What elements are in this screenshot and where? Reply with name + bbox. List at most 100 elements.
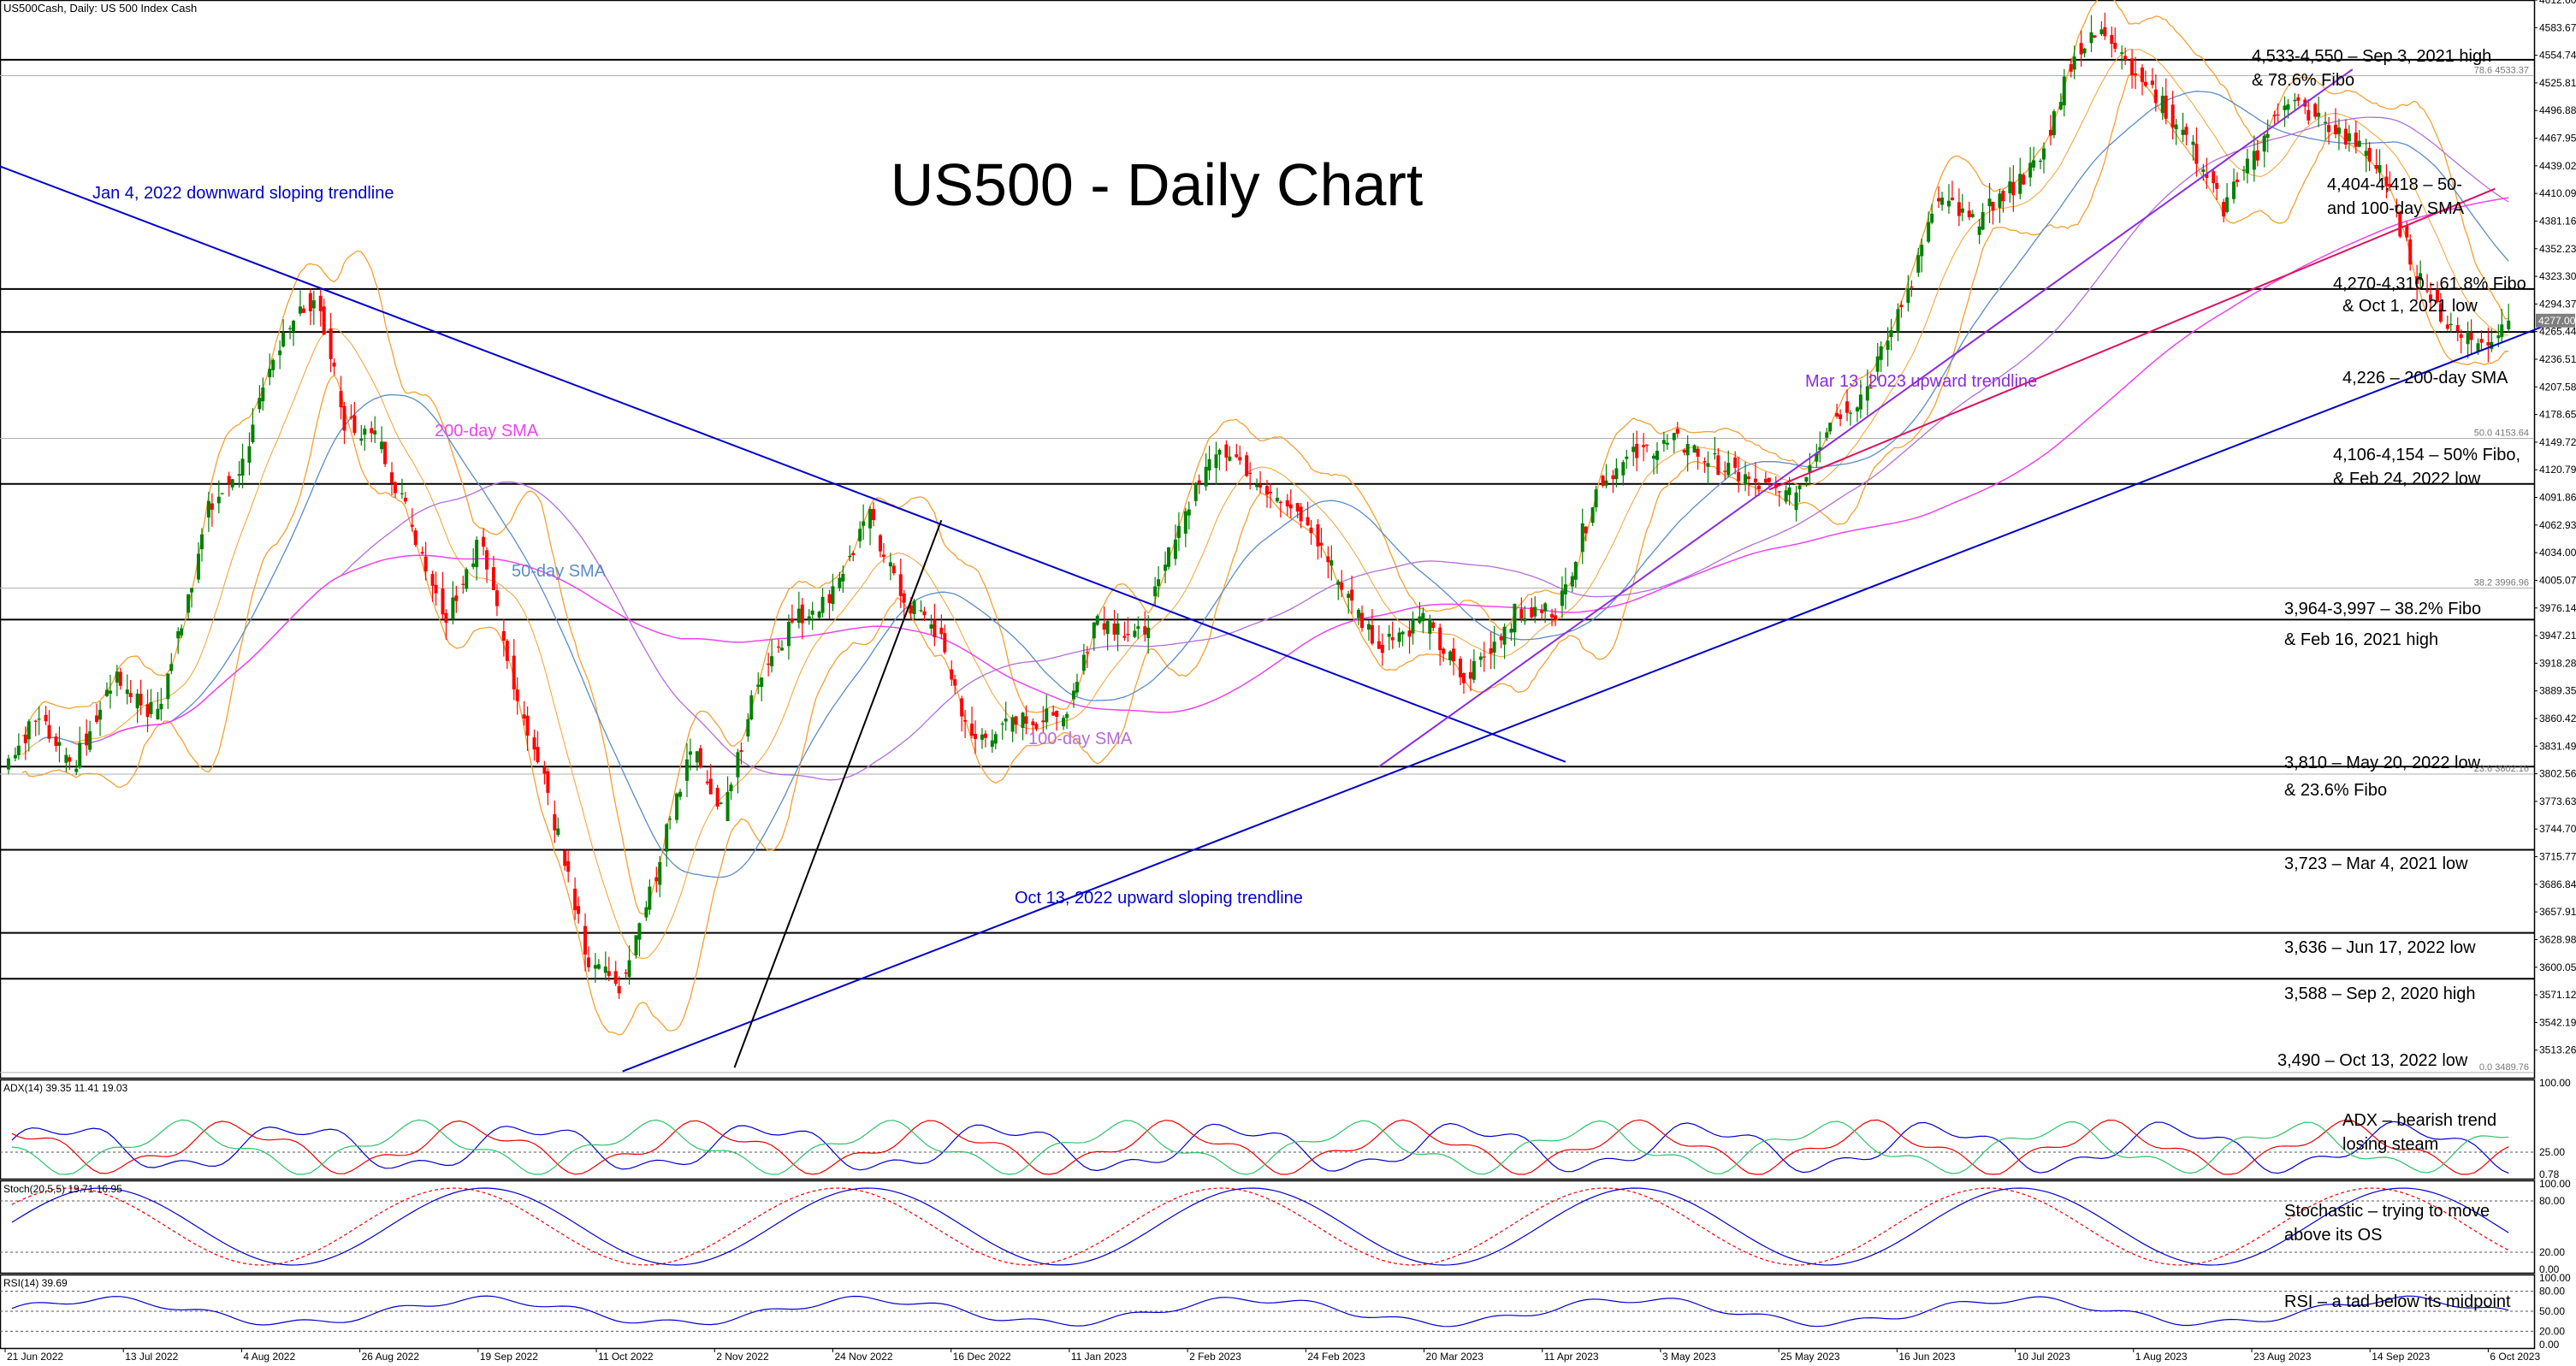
y-tick-label-14: 4207.58 (2539, 381, 2576, 393)
candle-body (1472, 660, 1476, 680)
candle-body (1255, 484, 1259, 488)
candle-body (1675, 429, 1679, 434)
candle-body (1146, 627, 1151, 639)
candle-body (1055, 711, 1059, 717)
candle-body (665, 824, 669, 852)
candle-body (2419, 273, 2423, 281)
x-tick-label-10: 2 Feb 2023 (1189, 1351, 1241, 1363)
candle-body (1937, 198, 1941, 202)
candle-body (831, 586, 835, 605)
candle-body (2265, 133, 2270, 139)
candle-body (736, 752, 740, 778)
candle-body (1981, 211, 1985, 230)
candle-body (237, 474, 241, 476)
candle-body (322, 306, 326, 335)
candle-body (891, 565, 896, 574)
annotations: US500 - Daily Chart 4,533-4,550 – Sep 3, … (92, 47, 2526, 1311)
candle-body (359, 438, 364, 441)
candle-body (974, 733, 978, 739)
candle-body (227, 476, 231, 484)
annotation-text: above its OS (2284, 1226, 2383, 1245)
candle-body (1825, 432, 1829, 438)
x-tick-label-2: 4 Aug 2022 (243, 1351, 295, 1363)
y-tick-label-31: 3715.77 (2539, 851, 2576, 863)
annotation-text: 3,723 – Mar 4, 2021 low (2284, 854, 2468, 873)
candle-body (423, 556, 428, 572)
x-tick-label-6: 2 Nov 2022 (716, 1351, 769, 1363)
candle-body (1808, 464, 1812, 473)
candle-body (1081, 654, 1086, 671)
candle-body (919, 610, 923, 612)
x-tick-label-1: 13 Jul 2022 (125, 1351, 178, 1363)
candle-body (98, 709, 103, 720)
candle-body (800, 604, 804, 624)
candle-body (2336, 127, 2341, 134)
y-tick-label-4: 4496.88 (2539, 104, 2576, 116)
y-tick-label-7: 4410.09 (2539, 187, 2576, 199)
candle-body (2296, 97, 2301, 101)
candle-body (1601, 476, 1605, 486)
candle-body (1248, 472, 1252, 475)
y-tick-label-1: 4583.67 (2539, 21, 2576, 33)
candle-body (339, 391, 343, 408)
candle-body (444, 612, 448, 624)
candle-body (1143, 626, 1147, 635)
annotation-text: 3,810 – May 20, 2022 low (2284, 754, 2481, 772)
candle-body (2378, 165, 2382, 173)
candle-body (1631, 446, 1636, 452)
y-tick-label-18: 4091.86 (2539, 492, 2576, 504)
candle-body (108, 690, 112, 694)
y-tick-label-22: 3976.14 (2539, 602, 2576, 614)
candle-body (2184, 127, 2188, 135)
candle-body (1411, 618, 1415, 634)
candle-body (1635, 444, 1639, 458)
candle-body (2405, 226, 2409, 238)
y-tick-label-36: 3571.12 (2539, 989, 2576, 1001)
candle-body (176, 630, 181, 639)
candle-body (1835, 412, 1839, 417)
candle-body (1482, 656, 1486, 658)
candle-body (2143, 81, 2147, 86)
x-tick-label-0: 21 Jun 2022 (7, 1351, 63, 1363)
candle-body (1238, 457, 1242, 461)
candle-body (1868, 387, 1873, 389)
candle-body (1509, 629, 1513, 633)
candle-body (1875, 356, 1880, 372)
candle-body (1157, 579, 1161, 587)
candle-body (1014, 716, 1018, 725)
candle-body (2225, 197, 2230, 212)
candle-body (2120, 52, 2124, 54)
candle-body (128, 693, 133, 697)
candle-body (2048, 130, 2052, 136)
candle-body (1045, 708, 1049, 723)
candle-body (1703, 461, 1707, 463)
candle-body (796, 608, 801, 624)
candle-body (1092, 622, 1096, 639)
candle-body (2001, 191, 2005, 202)
candle-body (494, 590, 499, 606)
candle-body (756, 684, 761, 687)
candle-body (1855, 407, 1859, 411)
candle-body (68, 757, 72, 762)
candle-body (1299, 506, 1303, 522)
indicator-panel-frame-0 (0, 1079, 2536, 1180)
candle-body (2160, 95, 2164, 114)
indicator-panels: ADX(14) 39.35 11.41 19.03 100.00 25.00 0.78… (0, 1077, 2571, 1351)
candle-body (1879, 346, 1883, 360)
trendline-2 (1378, 68, 2354, 768)
candle-body (1845, 401, 1850, 413)
candle-body (786, 621, 791, 647)
candle-body (2283, 105, 2287, 110)
candle-body (44, 714, 48, 722)
candle-body (2490, 341, 2494, 349)
candle-body (2058, 102, 2063, 109)
candle-body (1275, 498, 1279, 502)
candle-body (1258, 484, 1263, 488)
candle-body (288, 328, 293, 329)
candle-body (1360, 612, 1365, 629)
indicator-name-1: Stoch(20,5,5) 19.71 16.95 (3, 1183, 122, 1195)
candle-body (1977, 226, 1981, 235)
candle-body (1350, 589, 1354, 601)
sma50-line (38, 91, 2509, 878)
candle-body (888, 562, 892, 567)
